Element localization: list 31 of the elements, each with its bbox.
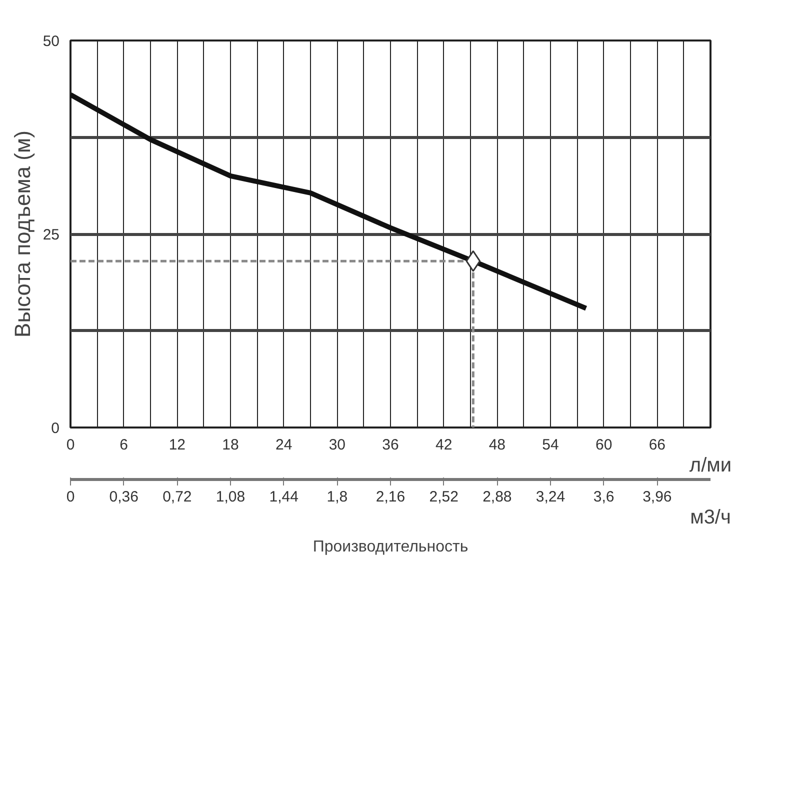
x2-tick-label: 0,72	[162, 488, 192, 506]
x2-tick-label: 2,52	[429, 488, 458, 506]
x2-tick-label: 1,44	[269, 488, 298, 506]
text: Производительность	[312, 538, 468, 556]
y-tick-label: 0	[51, 420, 60, 437]
x-tick-label: 6	[120, 436, 128, 454]
x2-tick-label: 2,16	[376, 488, 406, 506]
x2-tick-label: 2,88	[482, 488, 512, 506]
x-tick-label: 0	[66, 436, 75, 454]
x2-tick-label: 0	[66, 488, 75, 506]
x-tick-label: 66	[648, 436, 666, 454]
x2-tick-label: 0,36	[109, 488, 138, 506]
x-tick-label: 54	[542, 436, 559, 454]
x2-tick-label: 3,96	[642, 488, 672, 506]
x2-tick-label: 1,08	[216, 488, 246, 506]
x2-tick-label: 1,8	[326, 488, 348, 506]
x-tick-label: 42	[435, 436, 452, 454]
x-tick-label: 24	[275, 436, 292, 454]
x-tick-label: 12	[168, 436, 186, 454]
x-tick-label: 30	[328, 436, 346, 454]
x-tick-label: 48	[488, 436, 506, 454]
x2-tick-label: 3,6	[593, 488, 614, 506]
y-tick-label: 50	[42, 33, 60, 50]
x-tick-label: 60	[595, 436, 612, 454]
x-tick-label: 36	[382, 436, 399, 454]
x-axis-title: л/ми	[689, 454, 732, 476]
x2-axis-title: м3/ч	[690, 506, 731, 528]
y-tick-label: 25	[42, 226, 60, 244]
x2-tick-label: 3,24	[536, 488, 566, 506]
y-axis-title: Высота подъема (м)	[10, 130, 35, 338]
x-tick-label: 18	[222, 436, 239, 454]
